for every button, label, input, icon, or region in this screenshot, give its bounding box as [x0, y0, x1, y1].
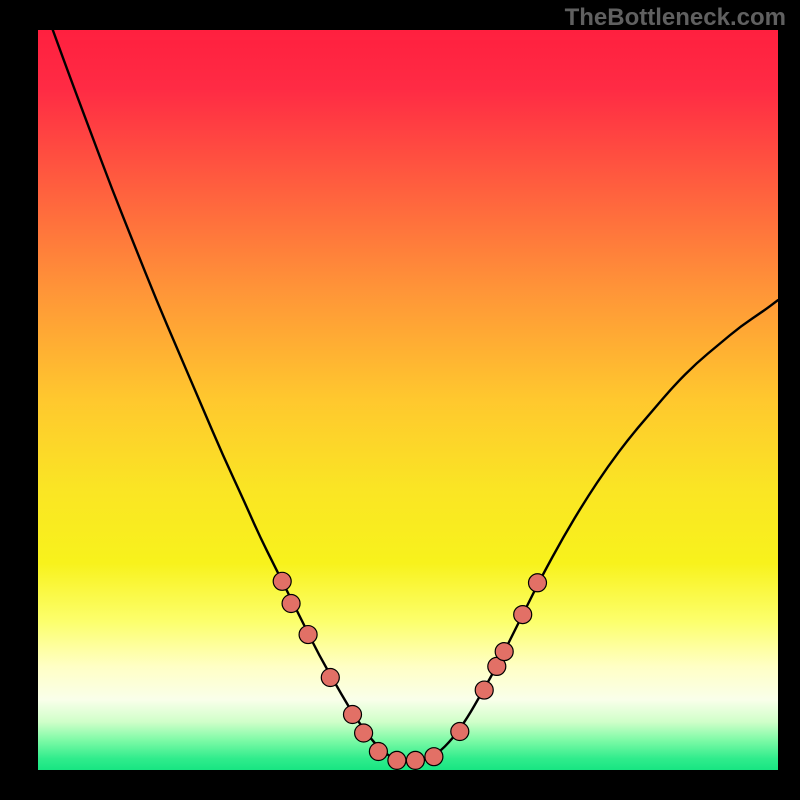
attribution-text: TheBottleneck.com: [565, 4, 786, 32]
data-marker: [475, 681, 493, 699]
chart-stage: TheBottleneck.com: [0, 0, 800, 800]
data-marker: [406, 751, 424, 769]
gradient-background: [38, 30, 778, 770]
data-marker: [495, 643, 513, 661]
data-marker: [321, 669, 339, 687]
data-marker: [514, 606, 532, 624]
data-marker: [273, 572, 291, 590]
data-marker: [388, 751, 406, 769]
data-marker: [369, 743, 387, 761]
bottleneck-chart: [0, 0, 800, 800]
data-marker: [355, 724, 373, 742]
data-marker: [344, 706, 362, 724]
data-marker: [451, 723, 469, 741]
data-marker: [425, 748, 443, 766]
data-marker: [299, 626, 317, 644]
data-marker: [282, 595, 300, 613]
data-marker: [529, 574, 547, 592]
